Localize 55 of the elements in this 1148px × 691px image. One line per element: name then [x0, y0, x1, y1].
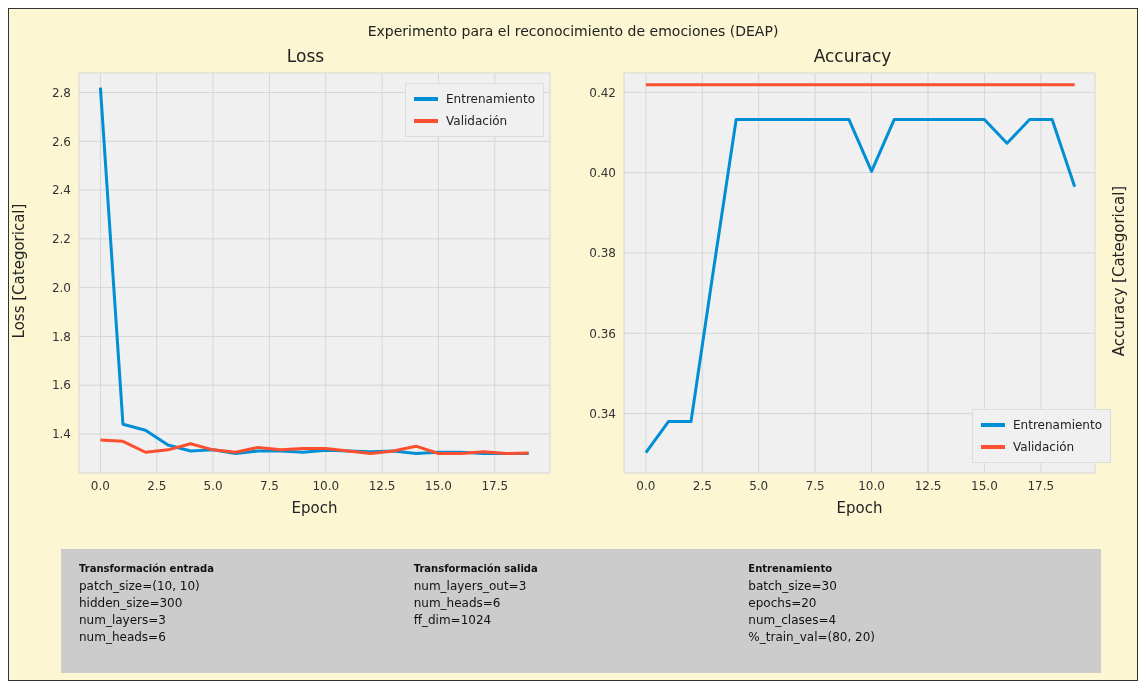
y-tick-label: 2.8	[51, 85, 71, 100]
text: num_layers=3	[79, 612, 167, 629]
x-tick-label: 10.0	[858, 478, 885, 493]
x-tick-label: 12.5	[914, 478, 942, 493]
legend-label: Validación	[1013, 439, 1075, 456]
x-tick-label: 12.5	[368, 478, 396, 493]
text: Transformación salida	[413, 563, 539, 574]
y-tick-label: 1.6	[51, 378, 71, 393]
y-tick-label: 2.2	[51, 232, 71, 247]
text: hidden_size=300	[79, 595, 184, 612]
y-tick-label: 2.0	[51, 280, 71, 295]
y-tick-label: 0.34	[589, 406, 616, 421]
chart-title: Loss	[285, 45, 326, 68]
legend-label: Validación	[446, 113, 508, 130]
x-tick-label: 5.0	[203, 478, 223, 493]
text: batch_size=30	[748, 578, 838, 595]
legend-label: Entrenamiento	[446, 91, 535, 108]
x-axis-title: Epoch	[291, 499, 338, 517]
y-tick-label: 0.42	[589, 85, 616, 100]
y-tick-label: 0.40	[589, 165, 616, 180]
chart-title: Accuracy	[812, 45, 893, 68]
x-tick-label: 2.5	[147, 478, 167, 493]
line-series	[98, 438, 531, 455]
y-tick-label: 2.4	[51, 183, 71, 198]
x-tick-label: 5.0	[749, 478, 769, 493]
text: num_heads=6	[79, 629, 167, 646]
y-tick-label: 0.36	[589, 326, 616, 341]
x-tick-label: 15.0	[425, 478, 452, 493]
y-tick-label: 1.4	[51, 427, 71, 442]
x-tick-label: 0.0	[636, 478, 656, 493]
legend-label: Entrenamiento	[1013, 417, 1102, 434]
text: Entrenamiento	[748, 563, 834, 574]
x-tick-label: 17.5	[481, 478, 509, 493]
y-tick-label: 1.8	[51, 329, 71, 344]
x-tick-label: 15.0	[971, 478, 998, 493]
y-tick-label: 2.6	[51, 134, 71, 149]
x-tick-label: 17.5	[1027, 478, 1055, 493]
y-axis-title: Loss [Categorical]	[10, 203, 28, 339]
x-tick-label: 0.0	[90, 478, 110, 493]
x-tick-label: 2.5	[692, 478, 712, 493]
text: Experimento para el reconocimiento de emociones (DEAP)	[366, 22, 780, 41]
y-axis-title: Accuracy [Categorical]	[1110, 185, 1128, 357]
text: patch_size=(10, 10)	[79, 578, 201, 595]
text: num_clases=4	[748, 612, 838, 629]
text: num_layers_out=3	[413, 578, 528, 595]
text: ff_dim=1024	[413, 612, 493, 629]
x-tick-label: 10.0	[312, 478, 340, 493]
text: epochs=20	[748, 595, 818, 612]
x-tick-label: 7.5	[805, 478, 825, 493]
y-tick-label: 0.38	[589, 246, 616, 261]
x-tick-label: 7.5	[259, 478, 279, 493]
text: %_train_val=(80, 20)	[748, 629, 877, 646]
x-axis-title: Epoch	[836, 499, 883, 517]
text: num_heads=6	[413, 595, 502, 612]
text: Transformación entrada	[79, 563, 215, 574]
